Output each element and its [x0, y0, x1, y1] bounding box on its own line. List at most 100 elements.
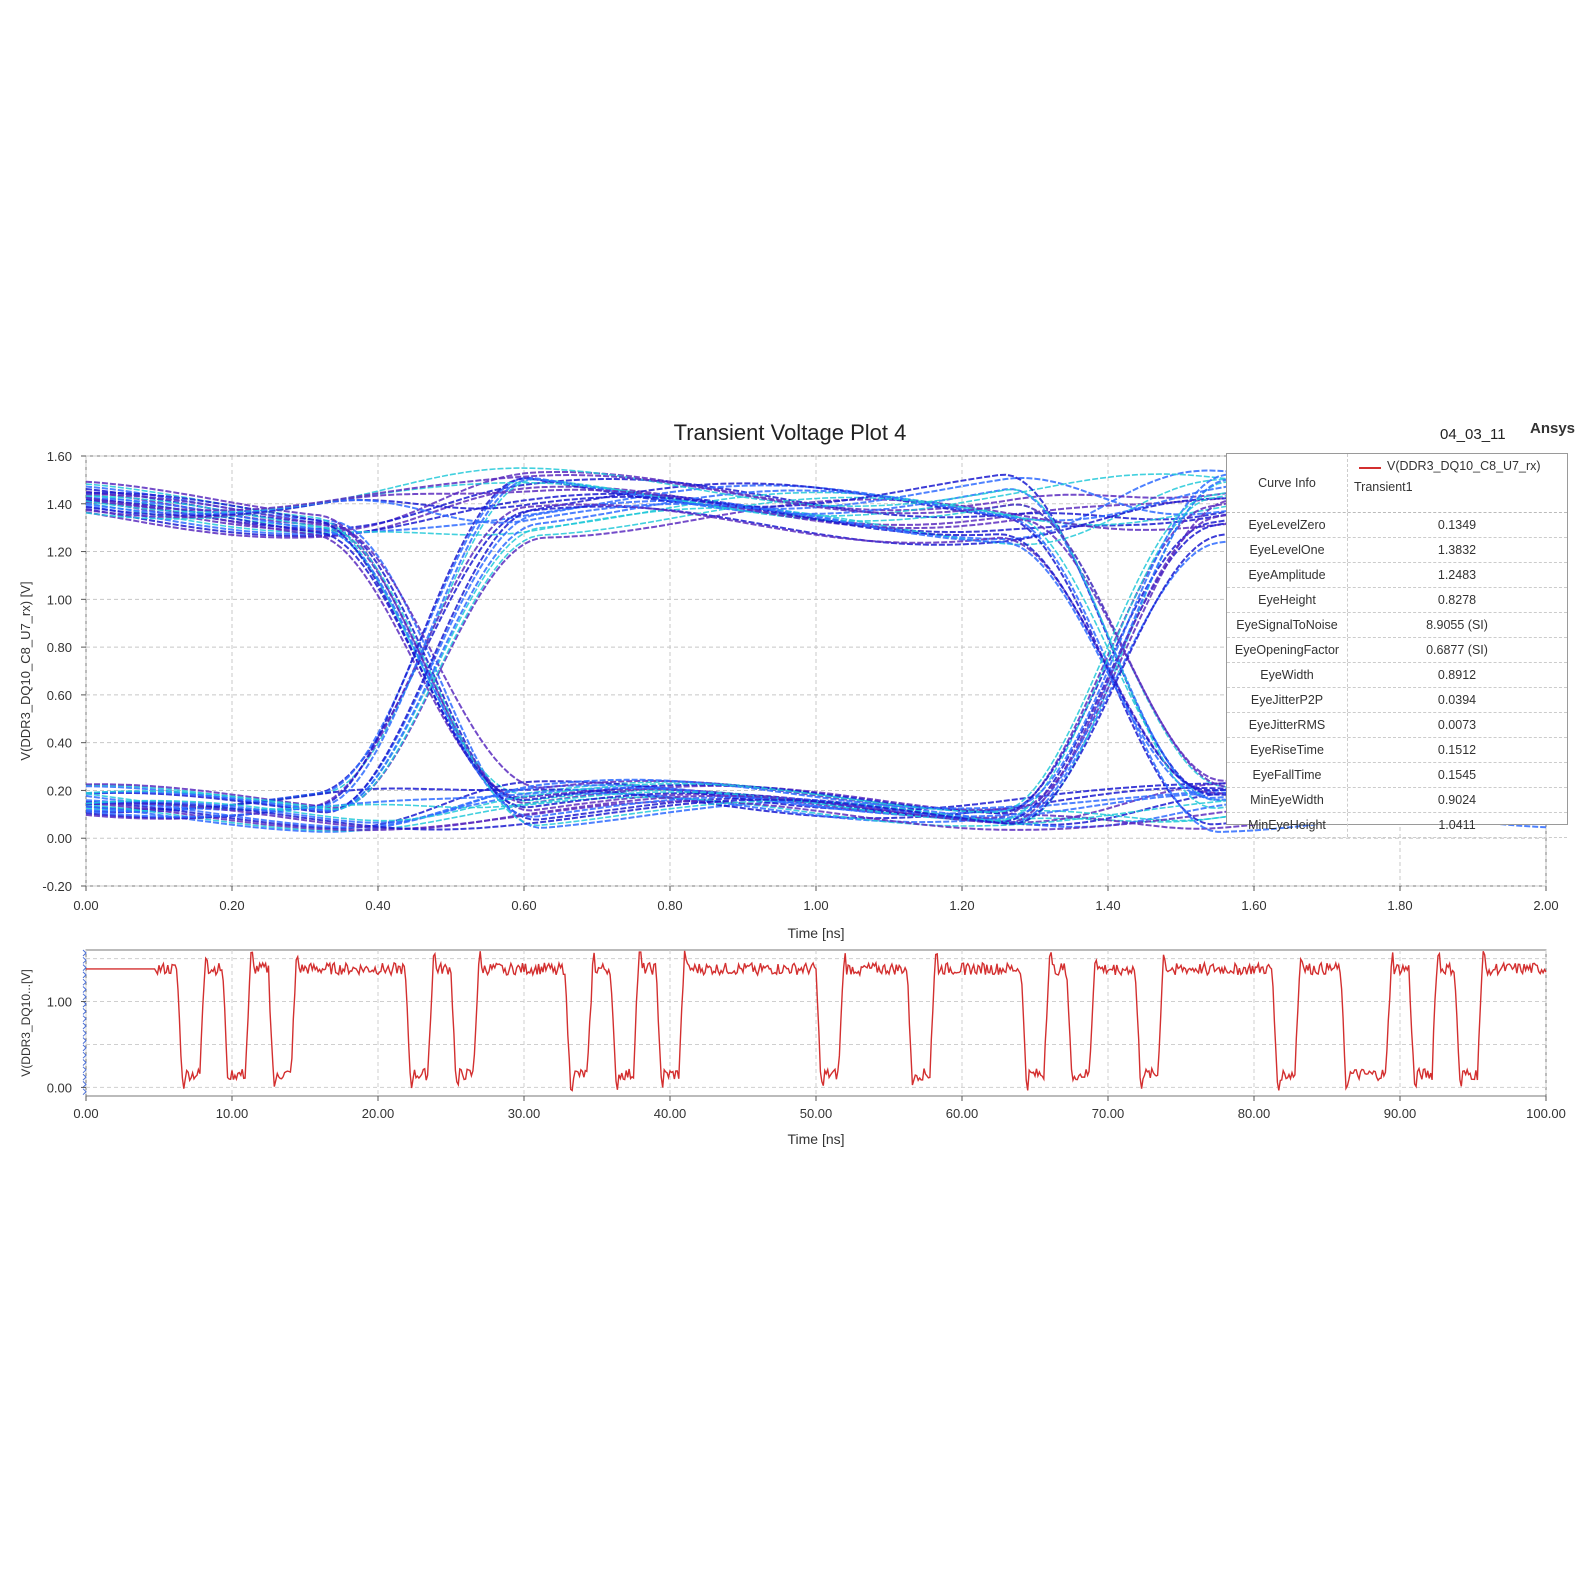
curve-info-legend[interactable]: Curve Info V(DDR3_DQ10_C8_U7_rx) Transie…: [1226, 453, 1568, 838]
legend-caption: Curve Info: [1227, 454, 1348, 512]
eye-x-tick-label: 1.40: [1095, 898, 1120, 913]
waveform-edge-marker: [82, 1051, 87, 1059]
metric-name: MinEyeWidth: [1227, 788, 1348, 812]
waveform-x-tick-label: 70.00: [1092, 1106, 1125, 1121]
metric-value: 1.0411: [1438, 818, 1476, 832]
waveform-axes: 0.00 10.00 20.00 30.00 40.00 50.00 60.00 70.00 8…: [19, 969, 1566, 1147]
waveform-edge-marker: [82, 956, 87, 964]
waveform-edge-marker: [82, 971, 87, 979]
waveform-edge-marker: [82, 964, 87, 971]
waveform-x-tick-label: 100.00: [1526, 1106, 1566, 1121]
metric-value: 0.8278: [1437, 593, 1477, 607]
waveform-x-tick-label: 0.00: [73, 1106, 98, 1121]
waveform-y-tick-label: 1.00: [47, 995, 72, 1010]
waveform-edge-marker: [82, 1029, 87, 1037]
waveform-traces: [82, 949, 1547, 1096]
metric-name: EyeSignalToNoise: [1227, 613, 1348, 637]
eye-y-tick-label: 0.20: [47, 783, 72, 798]
waveform-x-tick-label: 20.00: [362, 1106, 395, 1121]
eye-y-tick-label: -0.20: [42, 879, 72, 894]
waveform-edge-marker: [82, 1022, 87, 1030]
eye-y-tick-label: 1.00: [47, 592, 72, 607]
legend-metric-row: MinEyeWidth 0.9024: [1227, 788, 1567, 813]
waveform-x-tick-label: 30.00: [508, 1106, 541, 1121]
eye-y-tick-label: 1.60: [47, 449, 72, 464]
waveform-edge-marker: [82, 1015, 87, 1023]
metric-name: EyeLevelZero: [1227, 513, 1348, 537]
waveform-x-tick-label: 50.00: [800, 1106, 833, 1121]
waveform-edge-marker: [82, 993, 87, 1001]
eye-trace: [85, 489, 1547, 833]
eye-trace: [85, 482, 1547, 826]
waveform-x-tick-label: 10.00: [216, 1106, 249, 1121]
legend-metric-row: EyeRiseTime 0.1512: [1227, 738, 1567, 763]
metric-value: 8.9055 (SI): [1426, 618, 1488, 632]
legend-metric-row: EyeHeight 0.8278: [1227, 588, 1567, 613]
legend-run-name: Transient1: [1354, 480, 1413, 494]
waveform-x-axis-label: Time [ns]: [787, 1131, 844, 1147]
waveform-edge-marker: [82, 1037, 87, 1044]
eye-y-axis-label: V(DDR3_DQ10_C8_U7_rx) [V]: [18, 581, 33, 760]
metric-value: 0.1512: [1437, 743, 1477, 757]
metric-name: EyeAmplitude: [1227, 563, 1348, 587]
eye-y-tick-label: 0.80: [47, 640, 72, 655]
metric-value: 0.6877 (SI): [1426, 643, 1488, 657]
metric-name: EyeLevelOne: [1227, 538, 1348, 562]
legend-metric-row: EyeFallTime 0.1545: [1227, 763, 1567, 788]
waveform-edge-marker: [82, 1088, 87, 1096]
metric-value: 0.1545: [1437, 768, 1477, 782]
waveform-y-tick-label: 0.00: [47, 1080, 72, 1095]
legend-metric-row: EyeLevelZero 0.1349: [1227, 513, 1567, 538]
metric-value: 0.0073: [1437, 718, 1477, 732]
metric-name: EyeFallTime: [1227, 763, 1348, 787]
waveform-x-tick-label: 60.00: [946, 1106, 979, 1121]
waveform-edge-marker: [82, 1059, 87, 1066]
waveform-edge-marker: [82, 949, 87, 957]
eye-x-tick-label: 0.00: [73, 898, 98, 913]
waveform-x-tick-label: 90.00: [1384, 1106, 1417, 1121]
metric-name: EyeJitterP2P: [1227, 688, 1348, 712]
eye-x-axis-label: Time [ns]: [787, 925, 844, 941]
waveform-x-tick-label: 80.00: [1238, 1106, 1271, 1121]
metric-value: 0.9024: [1437, 793, 1477, 807]
eye-y-tick-label: 0.60: [47, 688, 72, 703]
waveform-edge-marker: [82, 1008, 87, 1015]
legend-metric-row: EyeWidth 0.8912: [1227, 663, 1567, 688]
date-label: 04_03_11: [1440, 426, 1506, 443]
metric-name: EyeHeight: [1227, 588, 1348, 612]
eye-x-tick-label: 1.60: [1241, 898, 1266, 913]
waveform-edge-marker: [82, 986, 87, 993]
eye-x-tick-label: 1.00: [803, 898, 828, 913]
legend-series-name: V(DDR3_DQ10_C8_U7_rx): [1387, 459, 1541, 473]
metric-name: EyeRiseTime: [1227, 738, 1348, 762]
eye-trace: [85, 800, 1547, 832]
metric-name: EyeWidth: [1227, 663, 1348, 687]
metric-name: MinEyeHeight: [1227, 813, 1348, 837]
eye-y-tick-label: 0.40: [47, 736, 72, 751]
brand-label: Ansys: [1530, 420, 1576, 437]
metric-value: 0.1349: [1437, 518, 1477, 532]
legend-metric-row: EyeOpeningFactor 0.6877 (SI): [1227, 638, 1567, 663]
eye-trace: [85, 796, 1547, 832]
metric-name: EyeJitterRMS: [1227, 713, 1348, 737]
waveform-edge-marker: [82, 1066, 87, 1074]
eye-x-tick-label: 0.20: [219, 898, 244, 913]
eye-y-tick-label: 1.20: [47, 545, 72, 560]
waveform-edge-marker: [82, 1044, 87, 1052]
metric-name: EyeOpeningFactor: [1227, 638, 1348, 662]
eye-trace: [85, 485, 1547, 822]
waveform-x-tick-label: 40.00: [654, 1106, 687, 1121]
legend-metrics: EyeLevelZero 0.1349 EyeLevelOne 1.3832 EyeAm…: [1227, 513, 1567, 838]
eye-axes: 0.00 0.20 0.40 0.60 0.80 1.00 1.20 1.40 1.60 1.80…: [18, 449, 1559, 941]
metric-value: 1.2483: [1437, 568, 1477, 582]
eye-x-tick-label: 1.20: [949, 898, 974, 913]
legend-metric-row: EyeAmplitude 1.2483: [1227, 563, 1567, 588]
waveform-edge-marker: [82, 1000, 87, 1008]
legend-metric-row: EyeJitterP2P 0.0394: [1227, 688, 1567, 713]
waveform-edge-marker: [82, 1073, 87, 1081]
legend-metric-row: EyeJitterRMS 0.0073: [1227, 713, 1567, 738]
eye-x-tick-label: 2.00: [1533, 898, 1558, 913]
legend-header: Curve Info V(DDR3_DQ10_C8_U7_rx) Transie…: [1227, 454, 1567, 513]
